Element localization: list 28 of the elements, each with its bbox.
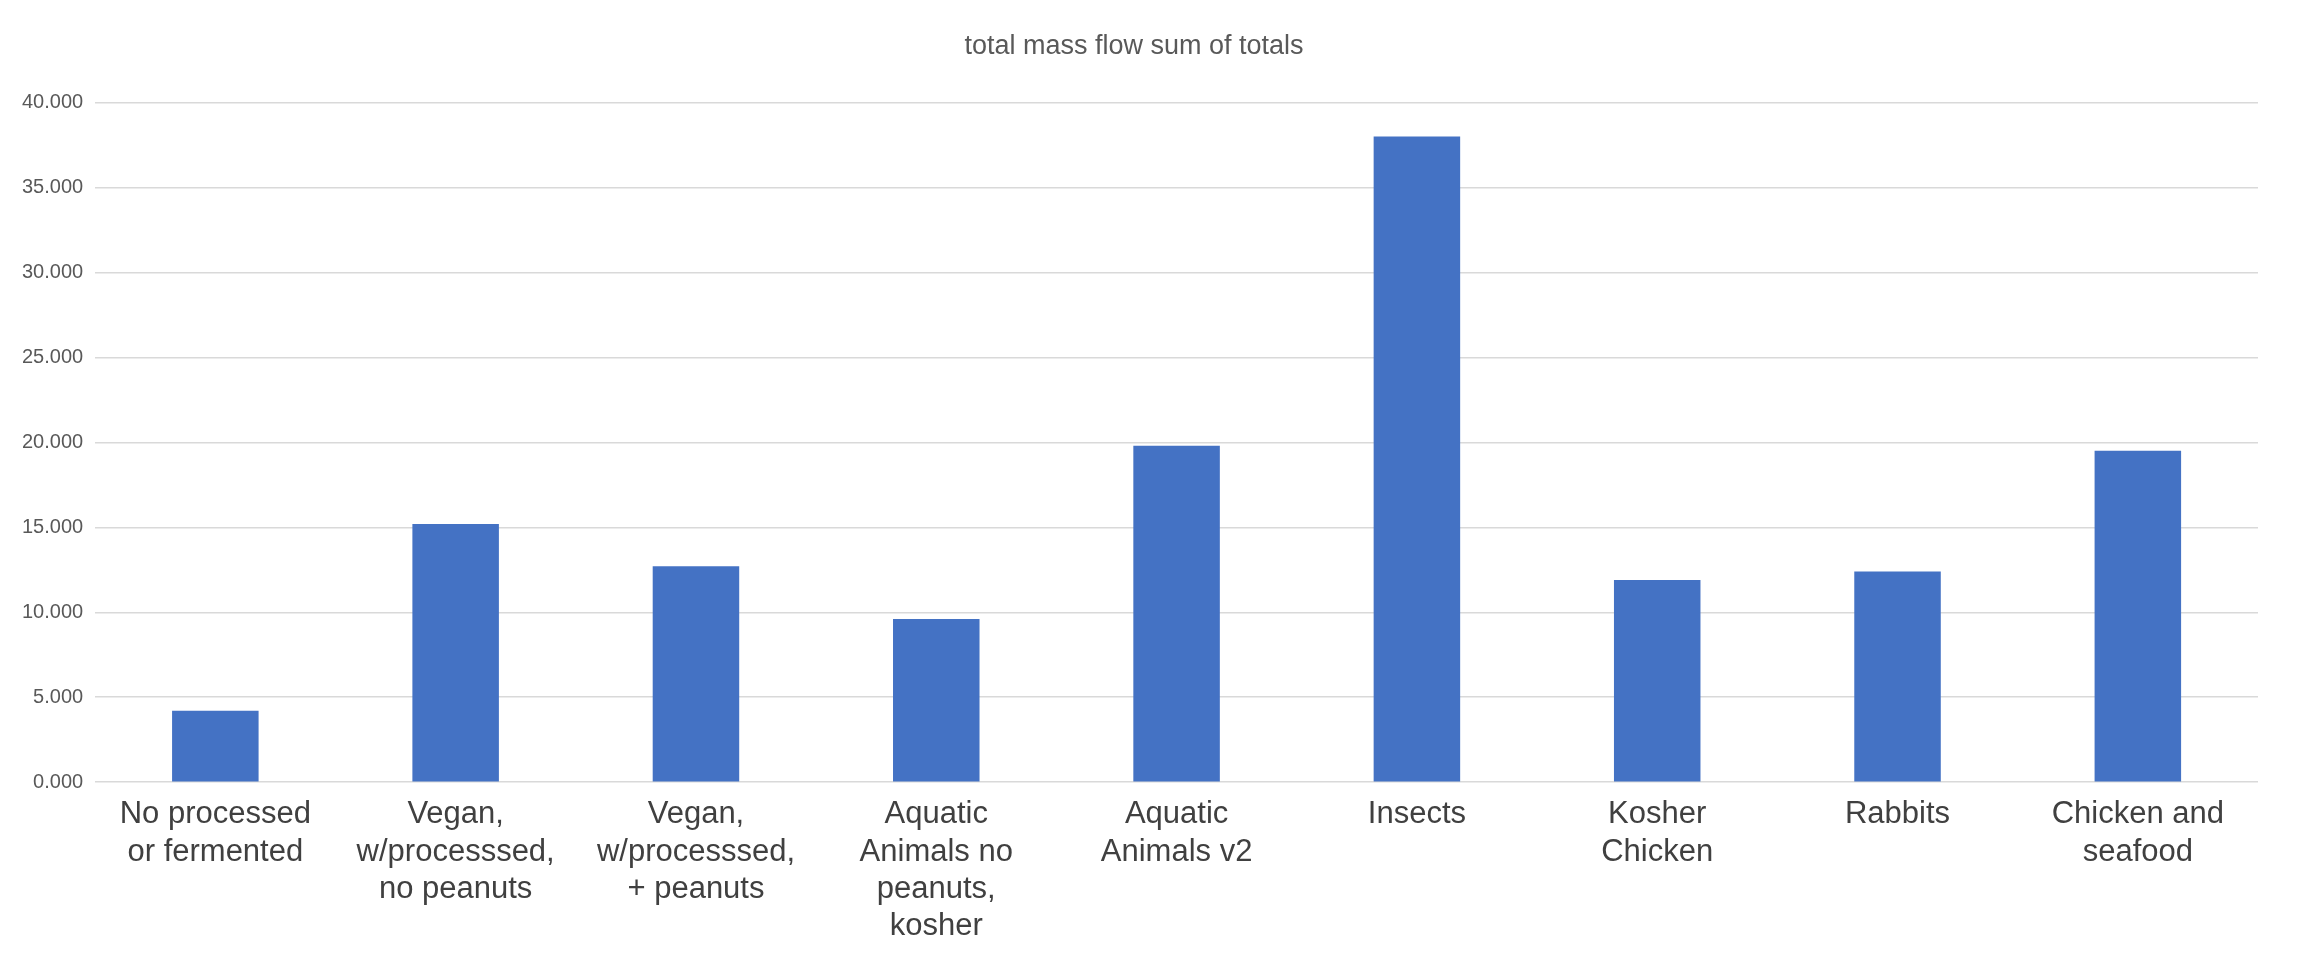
y-tick-label: 15.000 [22, 514, 84, 537]
bar [412, 523, 499, 782]
y-tick-label: 25.000 [22, 344, 84, 367]
y-tick-label: 40.000 [22, 89, 84, 112]
chart-title: total mass flow sum of totals [964, 29, 1304, 60]
x-tick-label: Aquatic Animals v2 [1100, 795, 1253, 868]
y-tick-label: 20.000 [22, 429, 84, 452]
x-tick-label: Kosher Chicken [1601, 795, 1714, 868]
bar [1373, 136, 1461, 782]
bar [1854, 571, 1941, 782]
bar [652, 566, 740, 782]
bar [172, 710, 259, 782]
x-tick-label: Rabbits [1844, 795, 1951, 831]
y-tick-label: 5.000 [33, 684, 84, 707]
bar [893, 619, 980, 782]
x-tick-label: Vegan, w/processsed, + peanuts [595, 795, 796, 905]
x-tick-label: Vegan, w/processsed, no peanuts [355, 795, 555, 905]
bar [1133, 445, 1220, 782]
x-tick-label: Aquatic Animals no peanuts, kosher [859, 795, 1013, 942]
x-tick-label: No processed or fermented [119, 795, 311, 868]
y-tick-label: 10.000 [22, 599, 84, 622]
bar [1613, 579, 1701, 782]
y-tick-label: 35.000 [22, 174, 84, 197]
y-tick-label: 30.000 [22, 259, 84, 282]
x-tick-label: Insects [1367, 795, 1467, 831]
x-tick-label: Chicken and seafood [2051, 795, 2225, 868]
bar [2094, 450, 2182, 782]
y-tick-label: 0.000 [33, 769, 84, 792]
